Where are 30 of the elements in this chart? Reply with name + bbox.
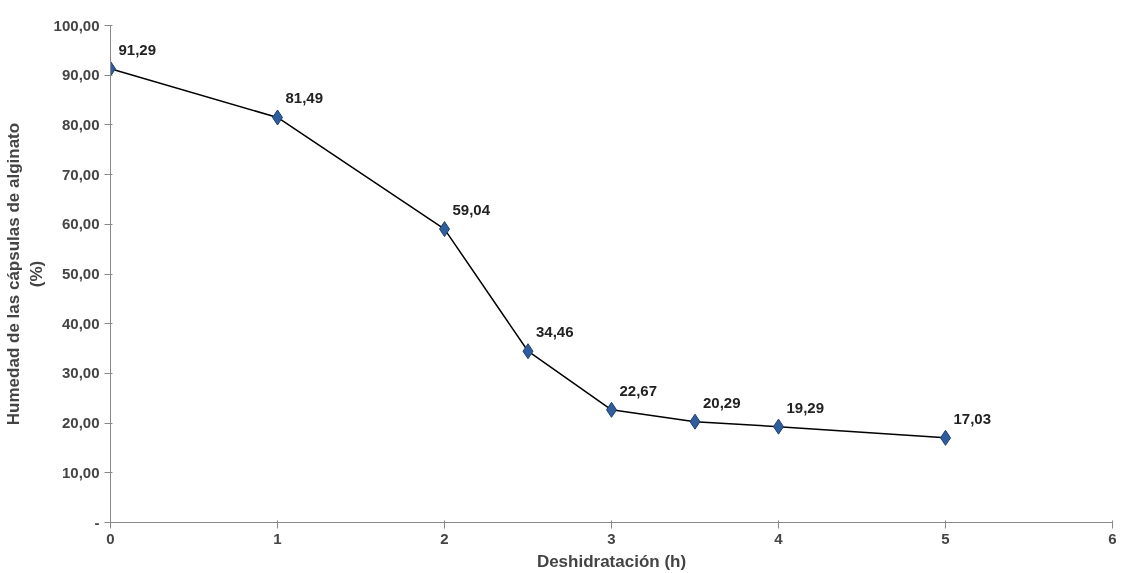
y-tick-label: 40,00 <box>61 314 100 332</box>
y-tick-label: 70,00 <box>61 165 100 183</box>
y-tick-label: 80,00 <box>61 115 100 133</box>
x-tick-label: 4 <box>774 529 784 547</box>
data-label: 20,29 <box>703 393 741 411</box>
data-label: 59,04 <box>452 201 491 219</box>
y-axis-title: Humedad de las cápsulas de alginato (%) <box>3 122 46 426</box>
x-tick-label: 0 <box>106 529 115 547</box>
x-tick-label: 2 <box>440 529 449 547</box>
y-tick-label: 90,00 <box>61 66 100 84</box>
y-tick-label: 100,00 <box>53 16 100 34</box>
y-tick-label: 10,00 <box>61 463 100 481</box>
point <box>689 413 701 430</box>
x-tick-label: 1 <box>273 529 282 547</box>
x-tick-label: 5 <box>941 529 950 547</box>
data-label: 91,29 <box>118 40 157 58</box>
data-label: 17,03 <box>953 409 992 427</box>
data-label: 81,49 <box>285 89 324 107</box>
data-label: 22,67 <box>619 381 658 399</box>
y-tick-label: - <box>94 513 100 531</box>
y-tick-label: 50,00 <box>61 265 100 282</box>
point <box>522 343 534 360</box>
x-axis-title: Deshidratación (h) <box>536 551 687 571</box>
data-label: 34,46 <box>536 323 574 341</box>
x-tick-label: 6 <box>1108 529 1117 547</box>
y-tick-label: 30,00 <box>61 364 100 382</box>
x-tick-label: 3 <box>607 529 616 547</box>
y-tick-label: 20,00 <box>61 414 100 432</box>
y-tick-label: 60,00 <box>61 215 100 233</box>
data-label: 19,29 <box>786 398 825 416</box>
